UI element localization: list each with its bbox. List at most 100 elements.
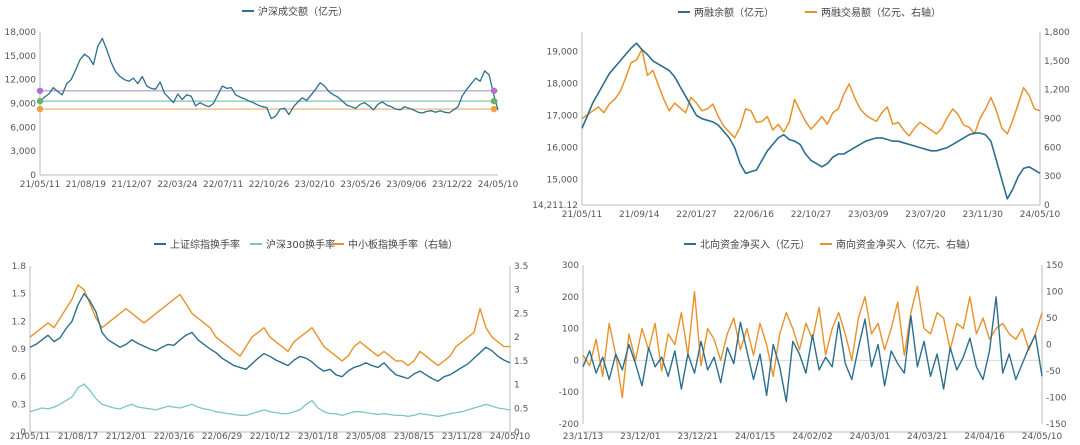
- chart1-x-tick: 21/05/11: [20, 180, 60, 190]
- chart4-x-tick: 24/01/15: [735, 432, 775, 442]
- chart2-x-tick: 22/10/27: [791, 210, 831, 220]
- chart1-y-tick-left: 6,000: [10, 123, 36, 133]
- chart1-x-tick: 22/07/11: [203, 180, 243, 190]
- chart3-legend-label-2: 沪深300换手率: [266, 238, 335, 251]
- chart3-series-csi300: [29, 383, 511, 417]
- chart1-x-tick: 21/08/19: [66, 180, 107, 190]
- chart2-x-tick: 23/11/30: [963, 210, 1004, 220]
- chart3-x-tick: 22/10/12: [250, 432, 290, 442]
- chart2-y-tick-right: 1,800: [1044, 28, 1070, 38]
- chart2-y-tick-left: 15,000: [547, 176, 579, 186]
- chart3-x-tick: 21/12/01: [106, 432, 146, 442]
- chart1-x-tick: 23/02/10: [295, 180, 336, 190]
- chart3-legend-label-1: 上证综指换手率: [170, 238, 240, 251]
- chart4-series-southbound: [582, 285, 1043, 399]
- chart1-legend: 沪深成交额（亿元）: [242, 5, 348, 18]
- chart2-x-tick: 23/07/20: [905, 210, 946, 220]
- chart4-x-tick: 23/11/13: [563, 432, 603, 442]
- chart1-series-turnover: [39, 37, 499, 120]
- chart3-y-tick-left: 0.6: [12, 373, 27, 383]
- chart4-y-tick-left: -100: [559, 388, 580, 398]
- chart2-x-tick: 23/03/09: [848, 210, 889, 220]
- chart4-series-northbound: [582, 296, 1043, 403]
- chart3-legend-label-3: 中小板指换手率（右轴）: [348, 238, 458, 251]
- chart1-x-tick: 23/05/26: [340, 180, 381, 190]
- chart1-y-tick-left: 15,000: [5, 52, 37, 62]
- chart2-x-tick: 22/01/27: [676, 210, 716, 220]
- chart4-y-tick-left: 100: [562, 325, 579, 335]
- chart2-y-tick-left: 16,000: [547, 144, 579, 154]
- chart3-y-tick-right: 2: [514, 333, 520, 343]
- chart4-y-tick-right: 50: [1046, 314, 1058, 324]
- chart3-y-tick-right: 1.5: [514, 357, 528, 367]
- chart4-x-tick: 23/12/21: [678, 432, 718, 442]
- chart2-x-tick: 24/05/10: [1020, 210, 1061, 220]
- chart4-y-tick-right: -100: [1046, 394, 1067, 404]
- chart4-x-tick: 24/03/21: [907, 432, 947, 442]
- chart4-y-tick-left: 300: [562, 261, 579, 271]
- chart3-y-tick-right: 3.5: [514, 262, 528, 272]
- chart1-marker-end: [490, 97, 498, 105]
- chart4-legend-label-right: 南向资金净买入（亿元、右轴）: [836, 238, 976, 251]
- chart3-x-tick: 23/11/28: [442, 432, 483, 442]
- chart3-y-tick-right: 2.5: [514, 309, 528, 319]
- chart2-y-tick-right: 600: [1044, 143, 1061, 153]
- chart3-y-tick-right: 0: [514, 428, 520, 438]
- chart1-marker-end: [490, 105, 498, 113]
- chart1-x-tick: 24/05/10: [478, 180, 519, 190]
- chart1-x-tick: 23/12/22: [432, 180, 472, 190]
- chart1-y-tick-left: 9,000: [10, 100, 36, 110]
- chart2-x-tick: 22/06/16: [734, 210, 775, 220]
- chart4-x-tick: 24/02/02: [792, 432, 832, 442]
- chart2-y-tick-right: 1,500: [1044, 57, 1070, 67]
- chart3-x-tick: 22/06/29: [202, 432, 243, 442]
- chart3-x-tick: 22/03/16: [154, 432, 195, 442]
- chart3-y-tick-left: 0.3: [12, 400, 26, 410]
- chart3-y-tick-right: 0.5: [514, 404, 528, 414]
- chart2-legend-label-right: 两融交易额（亿元、右轴）: [821, 6, 941, 19]
- chart1-x-tick: 23/09/06: [386, 180, 427, 190]
- chart4-y-tick-right: 150: [1046, 261, 1063, 271]
- chart4-y-tick-right: 100: [1046, 288, 1063, 298]
- chart3-x-tick: 24/05/10: [490, 432, 531, 442]
- chart2-y-tick-left: 14,211.12: [532, 201, 578, 211]
- chart3-x-tick: 21/05/11: [10, 432, 50, 442]
- chart2-y-tick-left: 18,000: [547, 79, 579, 89]
- chart3-y-tick-left: 1.5: [12, 290, 26, 300]
- chart2-legend-label-left: 两融余额（亿元）: [694, 6, 774, 19]
- chart4-x-tick: 23/12/01: [620, 432, 660, 442]
- chart4-y-tick-right: -150: [1046, 420, 1067, 430]
- chart4-y-tick-left: 0: [573, 356, 579, 366]
- chart1-x-tick: 22/03/24: [157, 180, 198, 190]
- chart1-marker-start: [36, 87, 44, 94]
- chart1-y-tick-left: 18,000: [5, 28, 37, 38]
- chart3-y-tick-right: 1: [514, 381, 520, 391]
- chart4-y-tick-right: 0: [1046, 341, 1052, 351]
- chart3-x-tick: 23/05/08: [346, 432, 387, 442]
- chart4-y-tick-left: -200: [559, 420, 580, 430]
- chart4-x-tick: 24/04/16: [964, 432, 1005, 442]
- chart1-y-tick-left: 12,000: [5, 76, 37, 86]
- chart1-legend-label: 沪深成交额（亿元）: [258, 5, 348, 18]
- chart3-y-tick-left: 1.2: [12, 317, 26, 327]
- chart4-legend: 北向资金净买入（亿元） 南向资金净买入（亿元、右轴）: [684, 238, 976, 251]
- chart3-y-tick-left: 0: [20, 428, 26, 438]
- chart2-series-balance: [581, 42, 1041, 200]
- chart1-marker-start: [36, 105, 44, 113]
- chart2-y-tick-right: 1,200: [1044, 86, 1070, 96]
- chart4-y-tick-left: 200: [562, 293, 579, 303]
- chart3-y-tick-left: 1.8: [12, 262, 27, 272]
- chart1-x-tick: 21/12/07: [111, 180, 151, 190]
- chart3-x-tick: 21/08/17: [58, 432, 98, 442]
- chart3-x-tick: 23/08/15: [394, 432, 434, 442]
- chart2-y-tick-left: 19,000: [547, 47, 579, 57]
- chart3-series-smeboard: [29, 284, 510, 367]
- chart3-series-sse: [29, 293, 511, 382]
- chart1-y-tick-left: 0: [30, 171, 36, 181]
- chart1-marker-start: [36, 97, 44, 105]
- chart4-legend-label-left: 北向资金净买入（亿元）: [700, 238, 810, 251]
- chart2-legend: 两融余额（亿元） 两融交易额（亿元、右轴）: [678, 6, 941, 19]
- chart2-y-tick-left: 17,000: [547, 111, 579, 121]
